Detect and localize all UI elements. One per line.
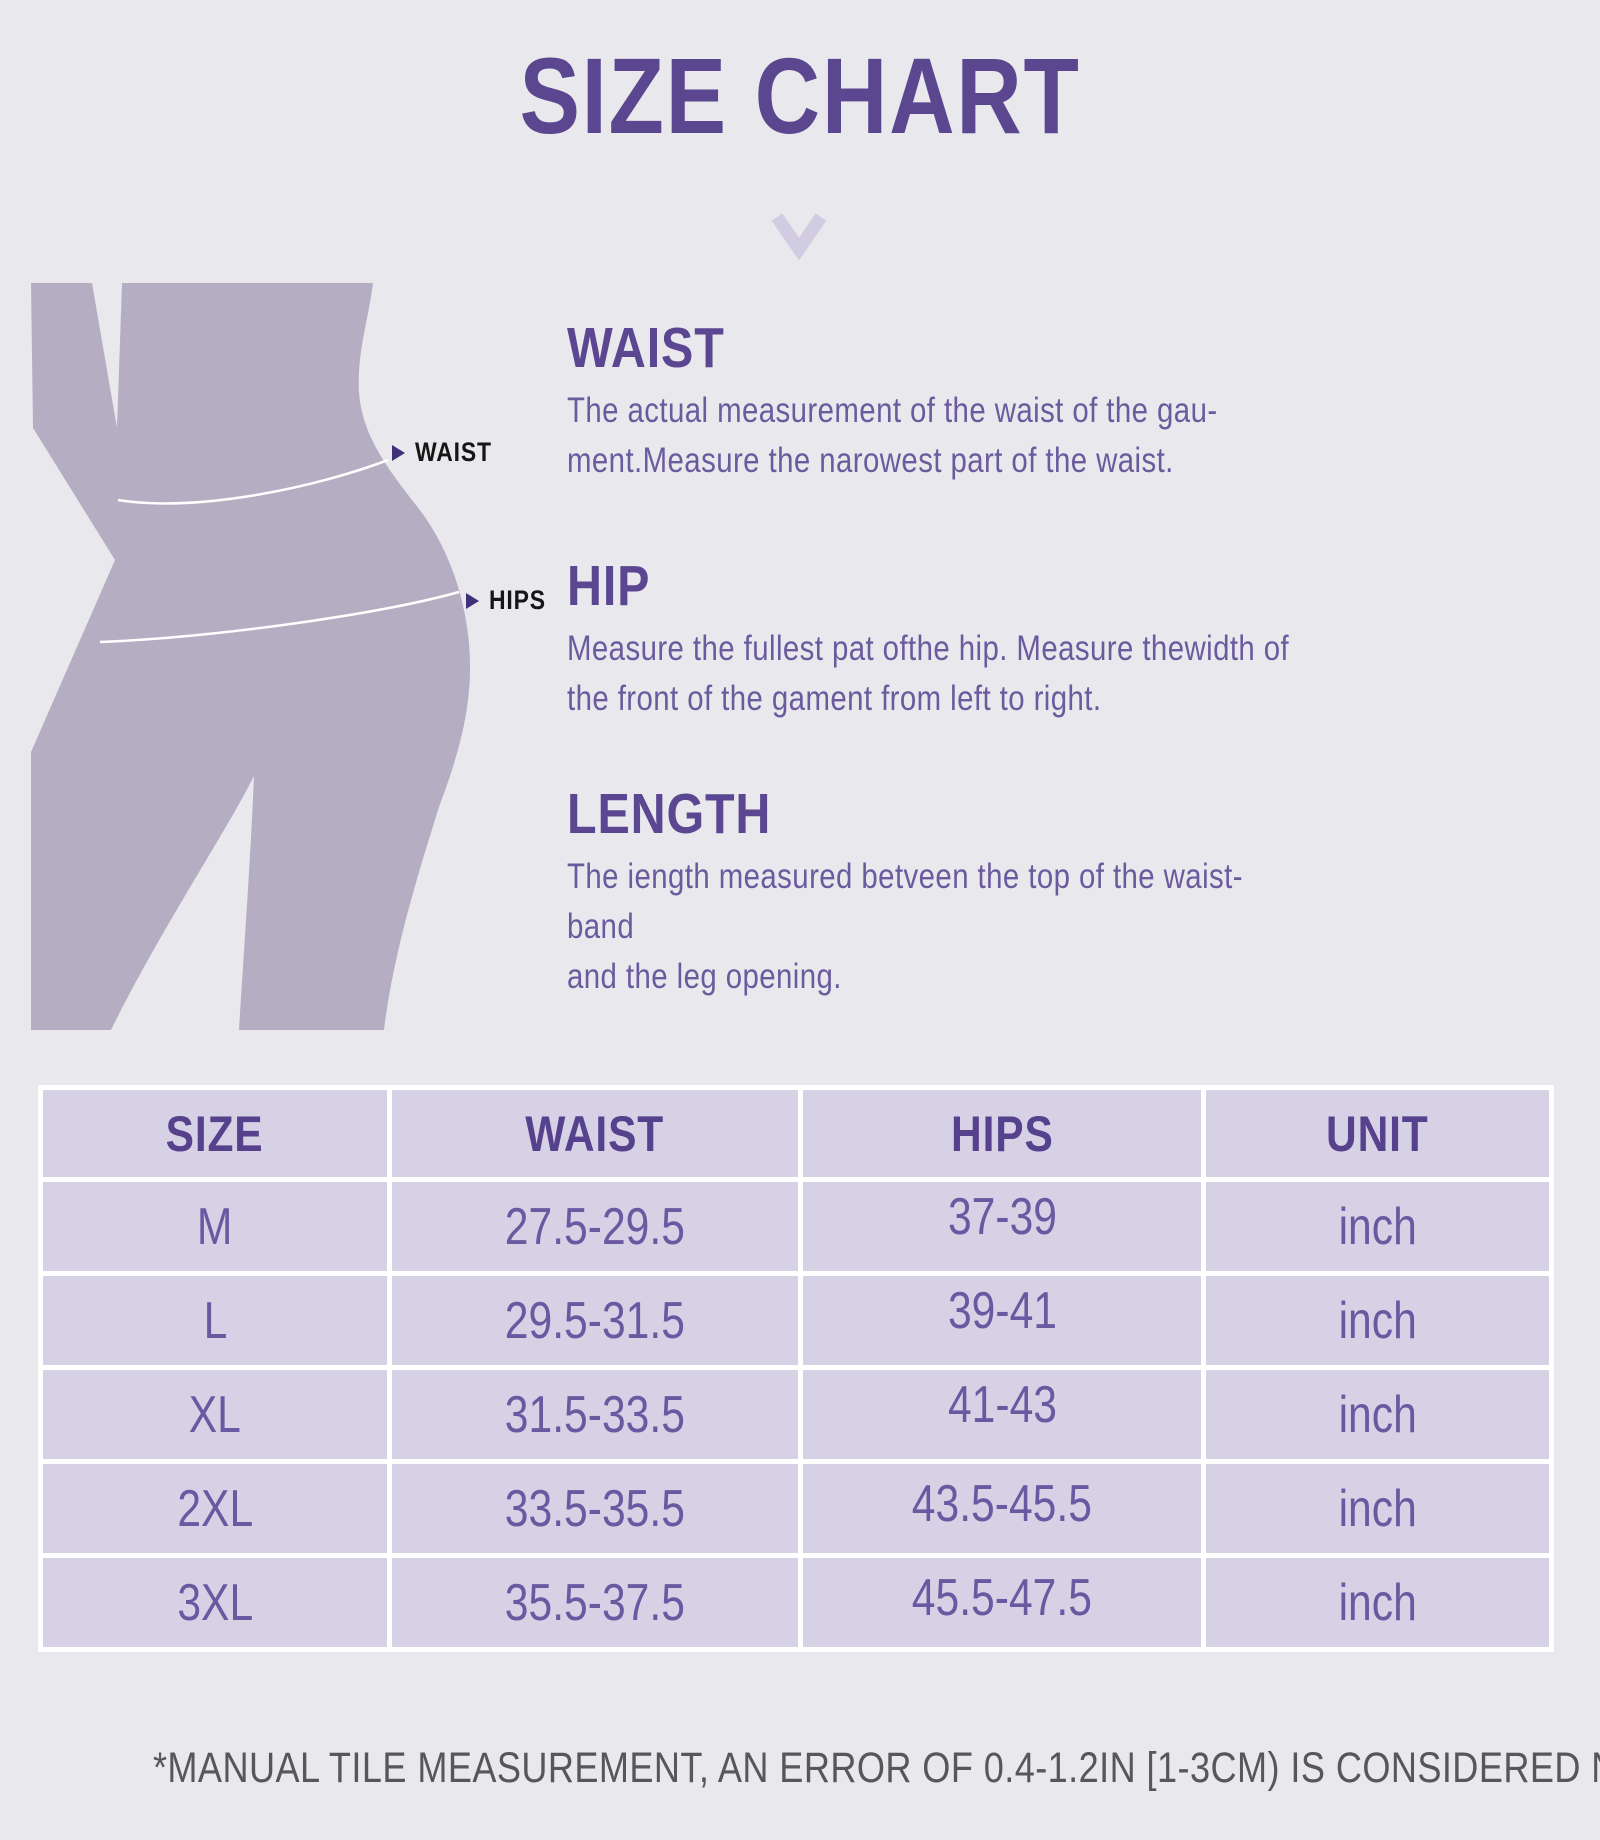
table-cell: 41-43: [798, 1365, 1207, 1464]
section-waist: WAIST The actual measurement of the wais…: [567, 318, 1447, 486]
table-cell: 37-39: [798, 1177, 1207, 1276]
waist-label-text: WAIST: [415, 437, 492, 467]
table-cell: inch: [1201, 1271, 1554, 1370]
size-table: SIZE WAIST HIPS UNIT M 27.5-29.5 37-39 i…: [37, 1085, 1554, 1652]
column-header-waist: WAIST: [387, 1085, 804, 1182]
body-silhouette: [31, 283, 471, 1030]
table-row: XL 31.5-33.5 41-43 inch: [37, 1365, 1554, 1464]
table-header-row: SIZE WAIST HIPS UNIT: [37, 1085, 1554, 1182]
table-cell: 33.5-35.5: [387, 1459, 804, 1558]
table-cell: inch: [1201, 1553, 1554, 1652]
chevron-down-icon: [771, 213, 827, 261]
arrow-right-icon: [392, 444, 405, 461]
footer-note: *MANUAL TILE MEASUREMENT, AN ERROR OF 0.…: [0, 1743, 1600, 1793]
column-header-unit: UNIT: [1201, 1085, 1554, 1182]
table-cell: 43.5-45.5: [798, 1459, 1207, 1558]
table-cell: L: [37, 1271, 393, 1370]
hips-label-text: HIPS: [489, 585, 546, 615]
column-header-size: SIZE: [37, 1085, 393, 1182]
table-cell: 29.5-31.5: [387, 1271, 804, 1370]
table-cell: XL: [37, 1365, 393, 1464]
table-cell: 39-41: [798, 1271, 1207, 1370]
page-title: SIZE CHART: [0, 40, 1600, 152]
table-cell: M: [37, 1177, 393, 1276]
table-row: 3XL 35.5-37.5 45.5-47.5 inch: [37, 1553, 1554, 1652]
table-cell: inch: [1201, 1177, 1554, 1276]
page-title-text: SIZE CHART: [519, 35, 1081, 156]
table-row: 2XL 33.5-35.5 43.5-45.5 inch: [37, 1459, 1554, 1558]
arrow-right-icon: [466, 592, 479, 609]
section-length: LENGTH The iength measured betveen the t…: [567, 784, 1447, 1002]
column-header-hips: HIPS: [798, 1085, 1207, 1182]
section-hip-heading: HIP: [567, 554, 651, 618]
section-waist-body: The actual measurement of the waist of t…: [567, 391, 1218, 480]
table-cell: 27.5-29.5: [387, 1177, 804, 1276]
table-cell: inch: [1201, 1459, 1554, 1558]
table-cell: 45.5-47.5: [798, 1553, 1207, 1652]
hips-pointer-label: HIPS: [466, 585, 556, 616]
section-length-heading: LENGTH: [567, 782, 772, 846]
hips-measure-line: [99, 590, 460, 644]
table-row: L 29.5-31.5 39-41 inch: [37, 1271, 1554, 1370]
table-cell: 31.5-33.5: [387, 1365, 804, 1464]
waist-pointer-label: WAIST: [392, 437, 506, 468]
table-cell: 2XL: [37, 1459, 393, 1558]
waist-measure-line: [117, 458, 389, 505]
footer-note-text: *MANUAL TILE MEASUREMENT, AN ERROR OF 0.…: [152, 1744, 1600, 1792]
table-row: M 27.5-29.5 37-39 inch: [37, 1177, 1554, 1276]
section-hip: HIP Measure the fullest pat ofthe hip. M…: [567, 556, 1447, 724]
section-hip-body: Measure the fullest pat ofthe hip. Measu…: [567, 629, 1290, 718]
section-length-body: The iength measured betveen the top of t…: [567, 857, 1243, 996]
table-cell: 35.5-37.5: [387, 1553, 804, 1652]
table-cell: 3XL: [37, 1553, 393, 1652]
section-waist-heading: WAIST: [567, 316, 725, 380]
table-cell: inch: [1201, 1365, 1554, 1464]
